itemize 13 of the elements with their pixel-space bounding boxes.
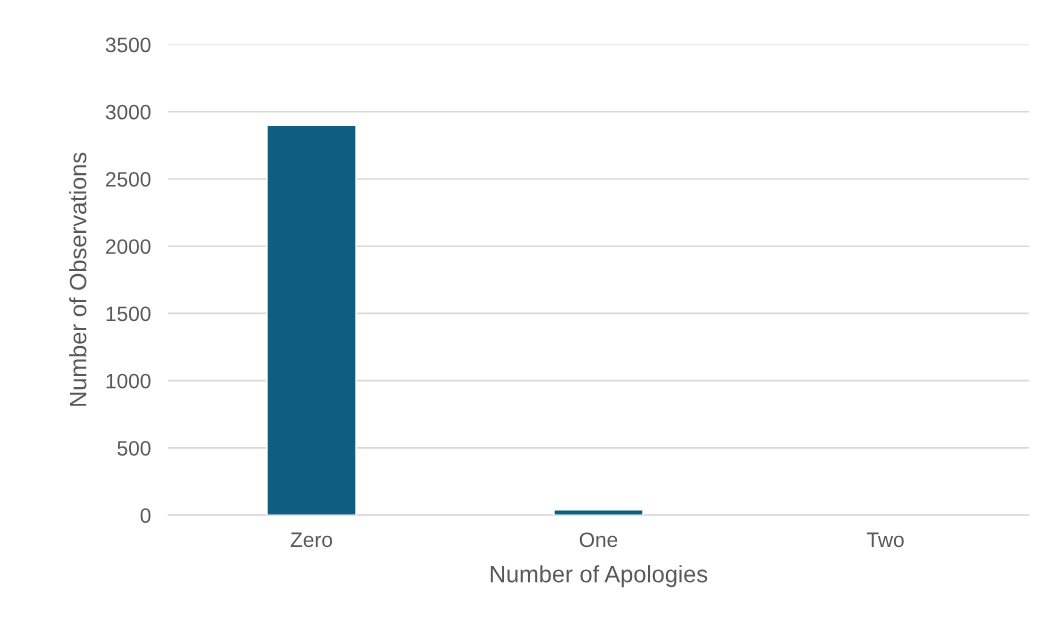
y-tick-label: 1000 [106, 373, 151, 389]
y-axis-title: Number of Observations [69, 152, 87, 406]
y-tick-label: 0 [140, 508, 151, 523]
y-tick-label: 2000 [106, 239, 151, 254]
x-tick-label: Two [866, 532, 904, 548]
y-tick-label: 2500 [106, 171, 151, 187]
y-tick-label: 1500 [106, 306, 151, 322]
x-tick-label: One [579, 532, 618, 548]
x-axis-title: Number of Apologies [490, 565, 708, 588]
x-tick-label: Zero [290, 532, 333, 548]
y-tick-label: 3500 [105, 37, 151, 53]
y-tick-label: 500 [117, 440, 151, 456]
y-tick-label: 3000 [105, 104, 151, 120]
